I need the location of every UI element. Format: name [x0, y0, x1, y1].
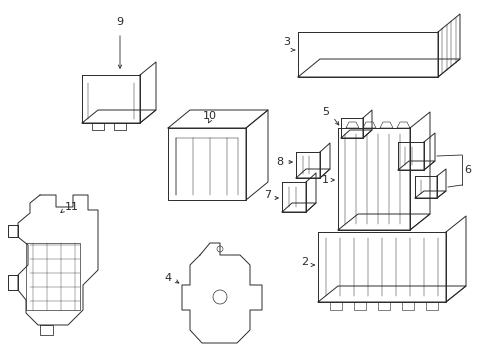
Text: 10: 10: [203, 111, 217, 121]
Text: 9: 9: [116, 17, 123, 27]
Text: 2: 2: [301, 257, 308, 267]
Text: 5: 5: [322, 107, 329, 117]
Text: 8: 8: [276, 157, 283, 167]
Text: 11: 11: [65, 202, 79, 212]
Text: 6: 6: [464, 165, 470, 175]
Text: 3: 3: [283, 37, 290, 47]
Text: 4: 4: [164, 273, 171, 283]
Text: 7: 7: [264, 190, 271, 200]
Text: 1: 1: [321, 175, 328, 185]
